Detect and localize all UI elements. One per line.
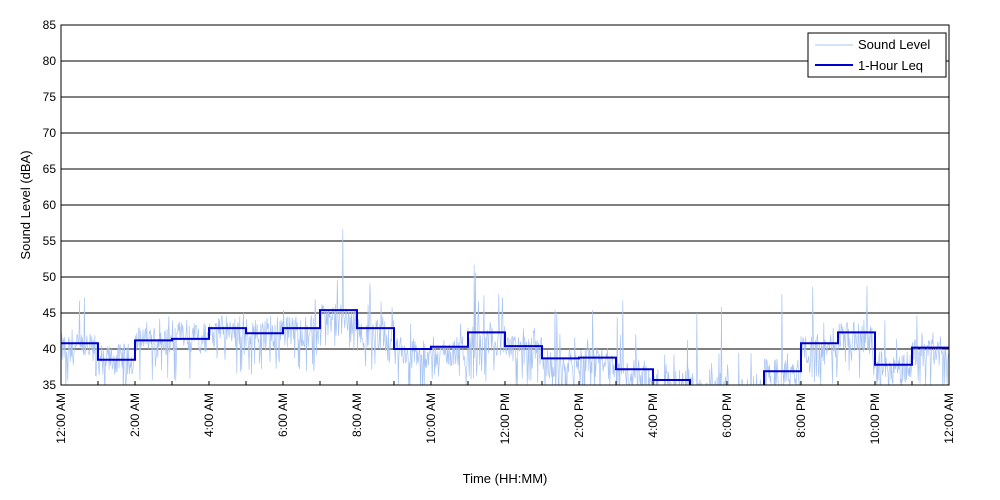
y-tick-label: 50 — [43, 270, 57, 284]
x-tick-label: 6:00 PM — [720, 393, 734, 438]
x-tick-label: 10:00 AM — [424, 393, 438, 444]
x-tick-label: 12:00 PM — [498, 393, 512, 444]
x-tick-label: 8:00 AM — [350, 393, 364, 437]
y-tick-label: 70 — [43, 126, 57, 140]
legend-box — [807, 32, 947, 78]
legend-label-sound-level: Sound Level — [858, 37, 930, 52]
x-tick-label: 8:00 PM — [794, 393, 808, 438]
series-layer — [61, 228, 949, 385]
y-tick-label: 75 — [43, 90, 57, 104]
y-tick-label: 65 — [43, 162, 57, 176]
y-tick-label: 35 — [43, 378, 57, 392]
x-tick-label: 2:00 AM — [128, 393, 142, 437]
x-tick-label: 12:00 AM — [942, 393, 956, 444]
y-axis-ticks: 35 40 45 50 55 60 65 70 75 80 85 — [43, 18, 57, 392]
y-tick-label: 45 — [43, 306, 57, 320]
x-axis-ticks: 12:00 AM 2:00 AM 4:00 AM 6:00 AM 8:00 AM 10:0… — [54, 381, 956, 444]
x-tick-label: 4:00 PM — [646, 393, 660, 438]
leq-step-line — [61, 309, 949, 385]
x-axis-label: Time (HH:MM) — [463, 471, 548, 486]
y-tick-label: 40 — [43, 342, 57, 356]
y-tick-label: 60 — [43, 198, 57, 212]
y-axis-label: Sound Level (dBA) — [18, 150, 33, 259]
y-tick-label: 80 — [43, 54, 57, 68]
x-tick-label: 12:00 AM — [54, 393, 68, 444]
x-tick-label: 6:00 AM — [276, 393, 290, 437]
x-tick-label: 4:00 AM — [202, 393, 216, 437]
y-tick-label: 55 — [43, 234, 57, 248]
y-tick-label: 85 — [43, 18, 57, 32]
x-tick-label: 2:00 PM — [572, 393, 586, 438]
legend-label-leq: 1-Hour Leq — [858, 58, 923, 73]
legend: Sound Level 1-Hour Leq — [807, 32, 947, 78]
x-tick-label: 10:00 PM — [868, 393, 882, 444]
